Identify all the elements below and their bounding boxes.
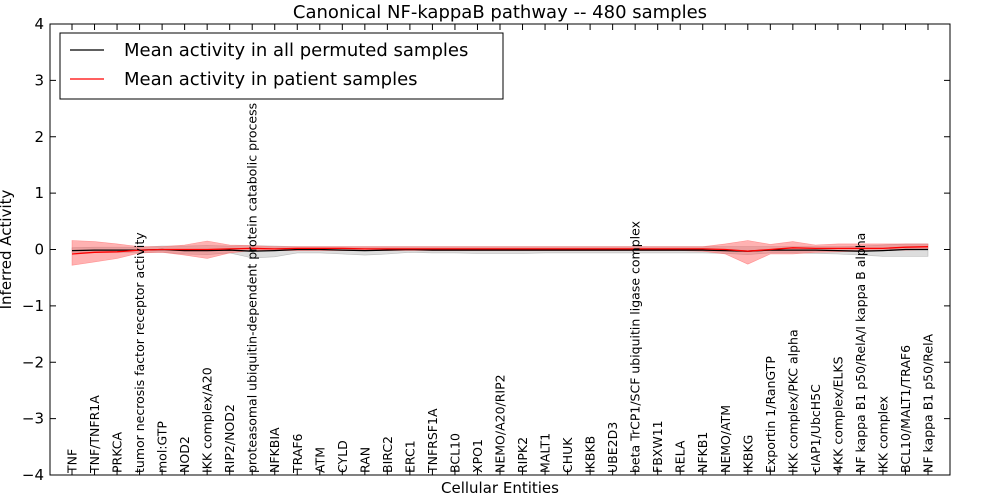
x-category-label: IKK complex/PKC alpha <box>785 329 800 473</box>
x-category-label: mol:GTP <box>155 421 170 473</box>
x-category-label: PRKCA <box>110 432 125 473</box>
x-category-label: TNF <box>65 449 80 474</box>
y-tick-label: 1 <box>34 184 44 202</box>
x-category-label: FBXW11 <box>650 420 665 473</box>
x-category-label: NFKBIA <box>267 427 282 473</box>
x-category-label: TNFRSF1A <box>425 408 440 474</box>
legend-label-1: Mean activity in all permuted samples <box>124 40 468 61</box>
x-category-label: BCL10 <box>447 433 462 473</box>
y-tick-label: 0 <box>34 241 44 259</box>
y-tick-label: 3 <box>34 71 44 89</box>
x-category-label: RIPK2 <box>515 437 530 473</box>
y-tick-label: −2 <box>22 353 44 371</box>
x-category-label: IKK complex/A20 <box>200 367 215 473</box>
x-category-label: TNF/TNFR1A <box>87 395 102 474</box>
x-category-label: ERC1 <box>402 440 417 473</box>
y-tick-label: 4 <box>34 15 44 33</box>
x-category-label: cIAP1/UbcH5C <box>808 384 823 473</box>
x-category-label: BIRC2 <box>380 436 395 473</box>
y-tick-label: 2 <box>34 128 44 146</box>
x-category-label: IKBKB <box>583 436 598 473</box>
y-tick-label: −4 <box>22 466 44 484</box>
x-category-label: NF kappa B1 p50/RelA <box>921 333 936 473</box>
y-tick-label: −1 <box>22 297 44 315</box>
series-lines <box>71 246 929 255</box>
legend-box <box>59 32 504 100</box>
x-category-label: beta TrCP1/SCF ubiquitin ligase complex <box>628 221 643 473</box>
x-category-label: NEMO/A20/RIP2 <box>493 374 508 473</box>
legend: Mean activity in all permuted samples Mea… <box>59 32 504 100</box>
x-category-label: IKK complex <box>875 396 890 473</box>
x-axis-label: Cellular Entities <box>441 479 559 497</box>
x-category-label: RAN <box>357 447 372 473</box>
x-category-label: tumor necrosis factor receptor activity <box>132 232 147 473</box>
x-category-label: UBE2D3 <box>605 422 620 473</box>
x-category-label: 4KK complex/ELKS <box>830 356 845 473</box>
x-category-label: IKBKG <box>740 435 755 473</box>
x-category-labels: TNF TNF/TNFR1A PRKCA tumor necrosis factor … <box>65 24 936 475</box>
x-category-label: MALT1 <box>538 433 553 473</box>
x-category-label: RELA <box>673 440 688 473</box>
x-category-label: XPO1 <box>470 439 485 473</box>
x-category-label: Exportin 1/RanGTP <box>763 356 778 473</box>
plot-frame <box>49 23 951 476</box>
confidence-bands <box>71 240 929 266</box>
x-category-label: BCL10/MALT1/TRAF6 <box>898 345 913 473</box>
x-category-label: proteasomal ubiquitin-dependent protein … <box>245 103 260 473</box>
x-category-label: RIP2/NOD2 <box>222 404 237 473</box>
chart-title: Canonical NF-kappaB pathway -- 480 sampl… <box>293 2 707 23</box>
x-category-label: TRAF6 <box>290 433 305 474</box>
x-category-label: CYLD <box>335 440 350 473</box>
y-axis-label: Inferred Activity <box>0 189 15 309</box>
line-series-2 <box>71 246 929 255</box>
y-tick-label: −3 <box>22 410 44 428</box>
line-series-1 <box>71 248 928 252</box>
x-category-label: NEMO/ATM <box>718 405 733 473</box>
x-category-label: NF kappa B1 p50/RelA/I kappa B alpha <box>853 233 868 473</box>
x-category-label: ATM <box>312 447 327 473</box>
x-category-label: NOD2 <box>177 436 192 473</box>
y-axis-ticks: 4 3 2 1 0 −1 −2 −3 −4 <box>22 15 950 484</box>
x-category-label: CHUK <box>560 437 575 473</box>
legend-label-2: Mean activity in patient samples <box>124 69 418 90</box>
x-category-label: NFKB1 <box>695 432 710 473</box>
